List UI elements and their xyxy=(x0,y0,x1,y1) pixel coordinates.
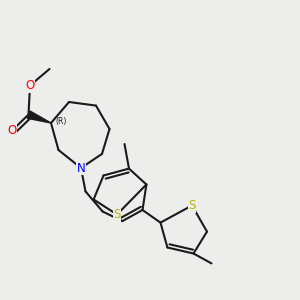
Text: N: N xyxy=(76,161,85,175)
Text: S: S xyxy=(113,208,121,221)
Text: O: O xyxy=(26,79,34,92)
Text: O: O xyxy=(8,124,16,137)
Text: (R): (R) xyxy=(56,117,67,126)
Text: S: S xyxy=(188,199,196,212)
Polygon shape xyxy=(27,111,51,123)
